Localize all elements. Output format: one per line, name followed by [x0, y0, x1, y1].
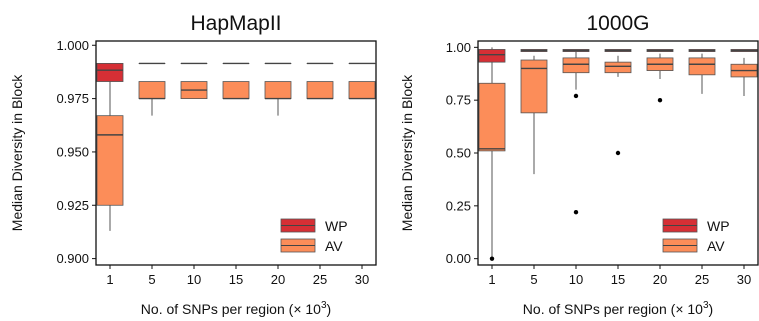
y-axis-label: Median Diversity in Block [399, 74, 415, 231]
box-body [478, 82, 506, 152]
box-body [604, 61, 632, 74]
box-av-20 [264, 81, 292, 116]
x-tick-label: 30 [737, 272, 751, 287]
box-wp-25 [688, 49, 716, 52]
box-wp-30 [730, 49, 758, 52]
box-av-25 [306, 81, 334, 100]
x-tick-label: 5 [148, 272, 155, 287]
box-body [688, 57, 716, 76]
x-tick-label: 15 [611, 272, 625, 287]
x-tick-label: 10 [187, 272, 201, 287]
box-body [562, 57, 590, 74]
legend-label-wp: WP [325, 218, 348, 234]
y-axis-label: Median Diversity in Block [9, 74, 25, 231]
x-axis-label: No. of SNPs per region (× 103) [141, 300, 331, 317]
box-body [478, 49, 506, 63]
legend-label-wp: WP [707, 218, 730, 234]
outlier-point [573, 209, 579, 215]
box-av-30 [730, 57, 758, 96]
box-wp-1 [96, 63, 124, 82]
box-wp-15 [604, 49, 632, 52]
chart-panel-2: 1000G Median Diversity in Block No. of SNP… [399, 12, 759, 317]
box-body [348, 81, 376, 99]
outlier-point [489, 256, 495, 261]
y-tick-label: 0.925 [56, 198, 89, 213]
box-wp-1 [478, 47, 506, 65]
y-tick-label: 0.900 [56, 251, 89, 266]
x-axis-label: No. of SNPs per region (× 103) [523, 300, 713, 317]
box-wp-10 [562, 49, 590, 52]
y-tick-label: 1.00 [446, 40, 471, 55]
box-wp-20 [646, 49, 674, 52]
box-av-10 [562, 51, 590, 215]
legend-label-av: AV [707, 238, 725, 254]
chart-title: 1000G [586, 12, 649, 35]
y-tick-label: 1.000 [56, 38, 89, 53]
y-tick-label: 0.75 [446, 93, 471, 108]
outlier-point [657, 97, 663, 103]
box-av-10 [180, 81, 208, 99]
box-av-5 [520, 55, 548, 175]
box-body [96, 115, 124, 206]
x-tick-label: 1 [488, 272, 495, 287]
box-av-25 [688, 53, 716, 94]
box-av-1 [478, 49, 506, 261]
y-tick-label: 0.50 [446, 146, 471, 161]
plot-frame [95, 40, 377, 266]
x-tick-label: 25 [313, 272, 327, 287]
box-wp-5 [520, 49, 548, 52]
box-body [138, 81, 166, 99]
box-body [96, 63, 124, 82]
outlier-point [573, 93, 579, 99]
y-tick-label: 0.950 [56, 144, 89, 159]
y-tick-label: 0.00 [446, 251, 471, 266]
chart-panel-1: HapMapII Median Diversity in Block No. of … [9, 12, 377, 317]
x-tick-label: 5 [530, 272, 537, 287]
plot-frame [477, 40, 759, 266]
x-tick-label: 10 [569, 272, 583, 287]
x-tick-label: 20 [271, 272, 285, 287]
y-tick-label: 0.975 [56, 91, 89, 106]
x-tick-label: 20 [653, 272, 667, 287]
chart-title: HapMapII [190, 12, 281, 35]
x-tick-label: 15 [229, 272, 243, 287]
x-tick-label: 1 [106, 272, 113, 287]
box-body [264, 81, 292, 99]
box-av-1 [96, 81, 124, 231]
legend-label-av: AV [325, 238, 343, 254]
box-av-20 [646, 53, 674, 103]
box-body [306, 81, 334, 99]
box-av-5 [138, 81, 166, 116]
outlier-point [615, 150, 621, 156]
box-av-15 [604, 55, 632, 156]
box-av-15 [222, 81, 250, 100]
legend: WP AV [662, 218, 730, 254]
x-tick-label: 30 [355, 272, 369, 287]
legend: WP AV [280, 218, 348, 254]
box-body [222, 81, 250, 99]
x-tick-label: 25 [695, 272, 709, 287]
box-av-30 [348, 81, 376, 100]
y-tick-label: 0.25 [446, 198, 471, 213]
